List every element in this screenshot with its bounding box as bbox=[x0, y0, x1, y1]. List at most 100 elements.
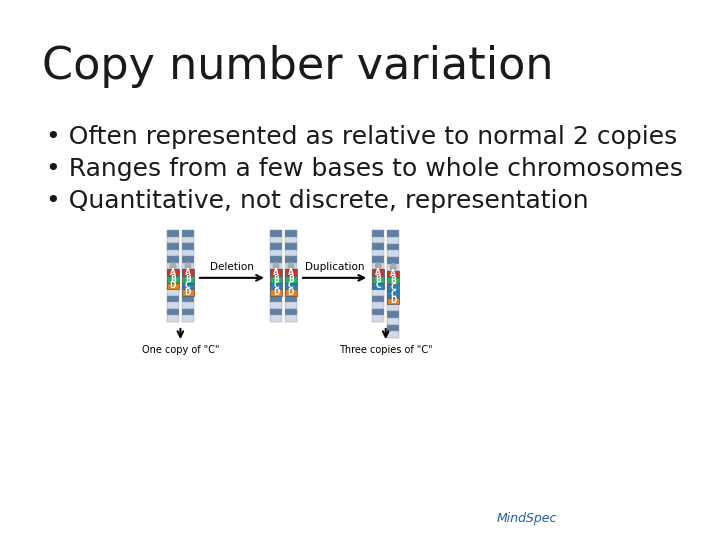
Bar bbox=[270, 256, 282, 263]
Ellipse shape bbox=[375, 263, 381, 269]
Bar bbox=[372, 269, 384, 276]
Bar bbox=[167, 282, 179, 289]
Text: A: A bbox=[375, 268, 381, 277]
Bar bbox=[270, 276, 282, 282]
Bar bbox=[182, 309, 194, 315]
Bar bbox=[182, 296, 194, 302]
Ellipse shape bbox=[288, 263, 294, 269]
Bar bbox=[372, 256, 384, 263]
Bar bbox=[270, 243, 282, 249]
Text: A: A bbox=[170, 268, 176, 277]
Bar bbox=[182, 289, 194, 296]
Bar bbox=[387, 250, 399, 257]
Bar bbox=[372, 263, 384, 269]
Bar bbox=[285, 269, 297, 276]
Text: A: A bbox=[390, 269, 396, 279]
Text: Deletion: Deletion bbox=[210, 262, 254, 272]
Bar bbox=[167, 256, 179, 263]
Bar bbox=[285, 315, 297, 322]
Text: B: B bbox=[390, 276, 396, 285]
Text: One copy of "C": One copy of "C" bbox=[142, 345, 219, 355]
Bar bbox=[167, 269, 179, 276]
Bar bbox=[182, 237, 194, 243]
Text: A: A bbox=[288, 268, 294, 277]
Bar bbox=[182, 276, 194, 282]
Bar bbox=[387, 277, 399, 284]
Bar bbox=[387, 257, 399, 264]
Text: A: A bbox=[185, 268, 191, 277]
Bar bbox=[270, 237, 282, 243]
Bar bbox=[387, 291, 399, 298]
Bar bbox=[167, 296, 179, 302]
Bar bbox=[270, 249, 282, 256]
Text: C: C bbox=[390, 289, 396, 299]
Bar bbox=[387, 244, 399, 250]
Bar bbox=[285, 276, 297, 282]
Bar bbox=[167, 230, 179, 237]
Bar bbox=[387, 291, 399, 298]
Text: C: C bbox=[185, 281, 191, 291]
Bar bbox=[167, 282, 179, 289]
Bar bbox=[387, 271, 399, 277]
Bar bbox=[167, 269, 179, 276]
Text: MindSpec: MindSpec bbox=[497, 512, 557, 525]
Bar bbox=[285, 256, 297, 263]
Bar bbox=[182, 302, 194, 309]
Bar bbox=[285, 296, 297, 302]
Text: C: C bbox=[375, 281, 381, 291]
Ellipse shape bbox=[185, 263, 191, 269]
Bar bbox=[270, 315, 282, 322]
Bar bbox=[167, 315, 179, 322]
Bar bbox=[387, 311, 399, 318]
Bar bbox=[372, 243, 384, 249]
Bar bbox=[372, 230, 384, 237]
Bar bbox=[270, 289, 282, 296]
Bar bbox=[285, 230, 297, 237]
Bar bbox=[182, 282, 194, 289]
Bar bbox=[182, 269, 194, 276]
Text: D: D bbox=[273, 288, 279, 297]
Bar bbox=[372, 289, 384, 296]
Bar bbox=[270, 309, 282, 315]
Bar bbox=[387, 284, 399, 291]
Bar bbox=[167, 237, 179, 243]
Bar bbox=[372, 276, 384, 282]
Bar bbox=[285, 269, 297, 276]
Bar bbox=[387, 298, 399, 304]
Text: B: B bbox=[288, 275, 294, 284]
Text: B: B bbox=[170, 275, 176, 284]
Bar bbox=[387, 277, 399, 284]
Bar bbox=[285, 282, 297, 289]
Text: B: B bbox=[375, 275, 381, 284]
Bar bbox=[372, 282, 384, 289]
Bar bbox=[372, 237, 384, 243]
Bar bbox=[167, 243, 179, 249]
Bar bbox=[372, 269, 384, 276]
Text: D: D bbox=[170, 281, 176, 291]
Bar bbox=[285, 302, 297, 309]
Bar bbox=[387, 271, 399, 277]
Bar bbox=[167, 276, 179, 282]
Text: C: C bbox=[288, 281, 294, 291]
Bar bbox=[270, 282, 282, 289]
Bar bbox=[387, 318, 399, 325]
Bar bbox=[167, 249, 179, 256]
Text: C: C bbox=[390, 283, 396, 292]
Bar bbox=[182, 249, 194, 256]
Bar bbox=[182, 315, 194, 322]
Ellipse shape bbox=[390, 264, 396, 271]
Text: • Ranges from a few bases to whole chromosomes: • Ranges from a few bases to whole chrom… bbox=[45, 157, 683, 181]
Text: Copy number variation: Copy number variation bbox=[42, 45, 553, 88]
Bar bbox=[387, 264, 399, 271]
Bar bbox=[182, 256, 194, 263]
Bar bbox=[387, 331, 399, 338]
Bar bbox=[285, 309, 297, 315]
Bar bbox=[285, 289, 297, 296]
Bar bbox=[372, 282, 384, 289]
Bar bbox=[285, 263, 297, 269]
Bar bbox=[167, 309, 179, 315]
Bar bbox=[372, 249, 384, 256]
Bar bbox=[270, 289, 282, 296]
Text: Three copies of "C": Three copies of "C" bbox=[339, 345, 433, 355]
Ellipse shape bbox=[273, 263, 279, 269]
